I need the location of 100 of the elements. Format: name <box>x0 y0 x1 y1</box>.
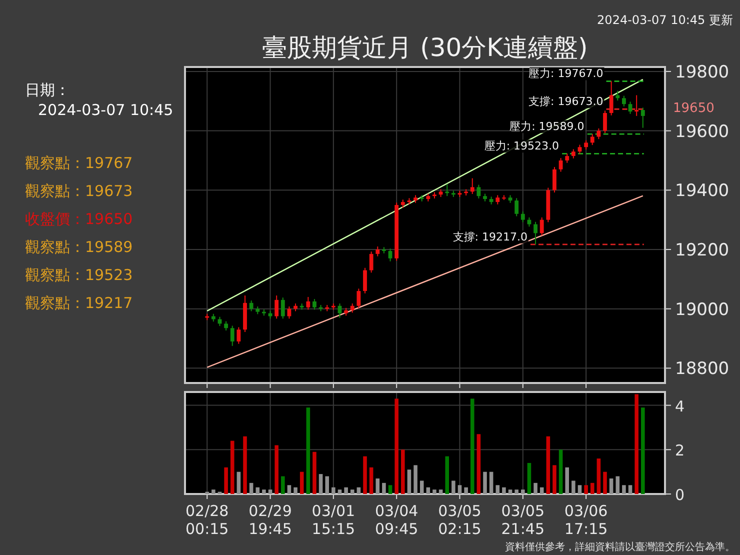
x-tick-label: 02/29 19:45 <box>248 502 292 538</box>
y-tick-label: 19200 <box>675 240 730 260</box>
bar <box>534 482 538 494</box>
candlestick <box>514 198 519 217</box>
x-tick-label: 03/04 09:45 <box>374 502 418 538</box>
bar <box>306 408 310 494</box>
x-tick-label: 03/01 15:15 <box>312 502 356 538</box>
y-tick-label: 19800 <box>675 62 730 82</box>
candlestick <box>578 144 582 154</box>
bar <box>514 490 518 494</box>
bar <box>249 482 254 494</box>
text: 收盤價：19650 <box>25 210 133 228</box>
candlestick <box>520 211 525 223</box>
candlestick <box>218 316 222 327</box>
text: 觀察點：19767 <box>25 154 133 172</box>
candlestick <box>224 320 228 331</box>
candlestick <box>634 94 639 116</box>
bar <box>414 465 418 494</box>
bar <box>382 482 386 494</box>
y-tick-label: 19600 <box>675 122 730 142</box>
candlestick <box>616 90 620 102</box>
candlestick <box>527 216 532 228</box>
bar <box>394 398 398 494</box>
text: 觀察點：19673 <box>25 182 133 200</box>
bar <box>230 440 234 494</box>
bar <box>300 472 304 494</box>
bar <box>236 472 241 494</box>
bar <box>590 482 594 494</box>
bar <box>287 485 292 494</box>
bar <box>634 394 638 494</box>
bar <box>483 472 487 494</box>
y-tick-label: 2 <box>675 442 685 460</box>
candlestick <box>445 184 450 197</box>
candlestick <box>376 246 380 257</box>
candlestick <box>534 221 538 245</box>
candlestick <box>552 166 556 194</box>
bar <box>558 450 563 494</box>
x-tick-label: 03/05 02:15 <box>438 502 482 538</box>
candlestick <box>571 148 576 159</box>
bar <box>332 487 336 494</box>
bar <box>350 490 354 494</box>
x-tick-label: 03/05 21:45 <box>501 502 545 538</box>
bar <box>363 456 367 494</box>
bar <box>426 487 430 494</box>
bar <box>344 487 348 494</box>
text: 日期： <box>25 81 70 99</box>
bar <box>603 472 607 494</box>
bar <box>420 480 424 494</box>
bar <box>401 450 405 494</box>
bar <box>262 490 266 494</box>
bar <box>445 456 449 494</box>
bar <box>243 436 247 494</box>
bar <box>596 458 601 494</box>
bar <box>388 485 392 494</box>
candlestick <box>274 294 279 320</box>
candlestick <box>496 194 500 205</box>
bar <box>407 470 412 494</box>
bar <box>622 485 626 494</box>
candlestick <box>640 107 645 128</box>
candlestick <box>312 298 316 310</box>
text: 2024-03-07 10:45 <box>38 101 174 119</box>
bar <box>376 478 380 494</box>
candlestick <box>476 184 481 199</box>
bar <box>565 467 569 494</box>
y-tick-label: 4 <box>675 397 685 416</box>
bar <box>641 408 645 494</box>
candlestick <box>388 248 392 262</box>
bar <box>552 465 556 494</box>
candlestick <box>249 300 254 312</box>
candlestick <box>628 101 632 114</box>
candlestick <box>590 134 594 146</box>
chart-title: 臺股期貨近月 (30分K連續盤) <box>262 33 588 62</box>
ref-line-label: 支撐: 19217.0 <box>452 230 528 244</box>
candlestick <box>363 267 367 294</box>
bar <box>369 467 374 494</box>
candlestick <box>306 296 310 310</box>
y-tick-label: 19000 <box>675 300 730 320</box>
bar <box>609 478 614 494</box>
bar <box>527 462 532 494</box>
chart-subtitle: 2024-03-07 10:45 更新 <box>597 13 733 27</box>
text: 19650 <box>673 100 714 116</box>
candlestick <box>230 325 234 346</box>
bar <box>268 490 272 494</box>
bar <box>338 490 342 494</box>
bar <box>546 436 550 494</box>
candlestick <box>596 128 601 140</box>
ref-line-label: 支撐: 19673.0 <box>528 95 604 108</box>
bar <box>312 452 316 494</box>
bar <box>458 485 462 494</box>
bar <box>628 485 632 494</box>
text: 觀察點：19589 <box>25 238 133 256</box>
bar <box>281 476 285 494</box>
bar <box>452 480 456 494</box>
candlestick <box>603 110 607 134</box>
bar <box>572 480 576 494</box>
y-tick-label: 0 <box>675 486 685 504</box>
y-tick-label: 18800 <box>675 359 730 380</box>
candlestick <box>609 80 614 116</box>
candlestick <box>350 302 354 314</box>
candlestick <box>470 178 474 194</box>
